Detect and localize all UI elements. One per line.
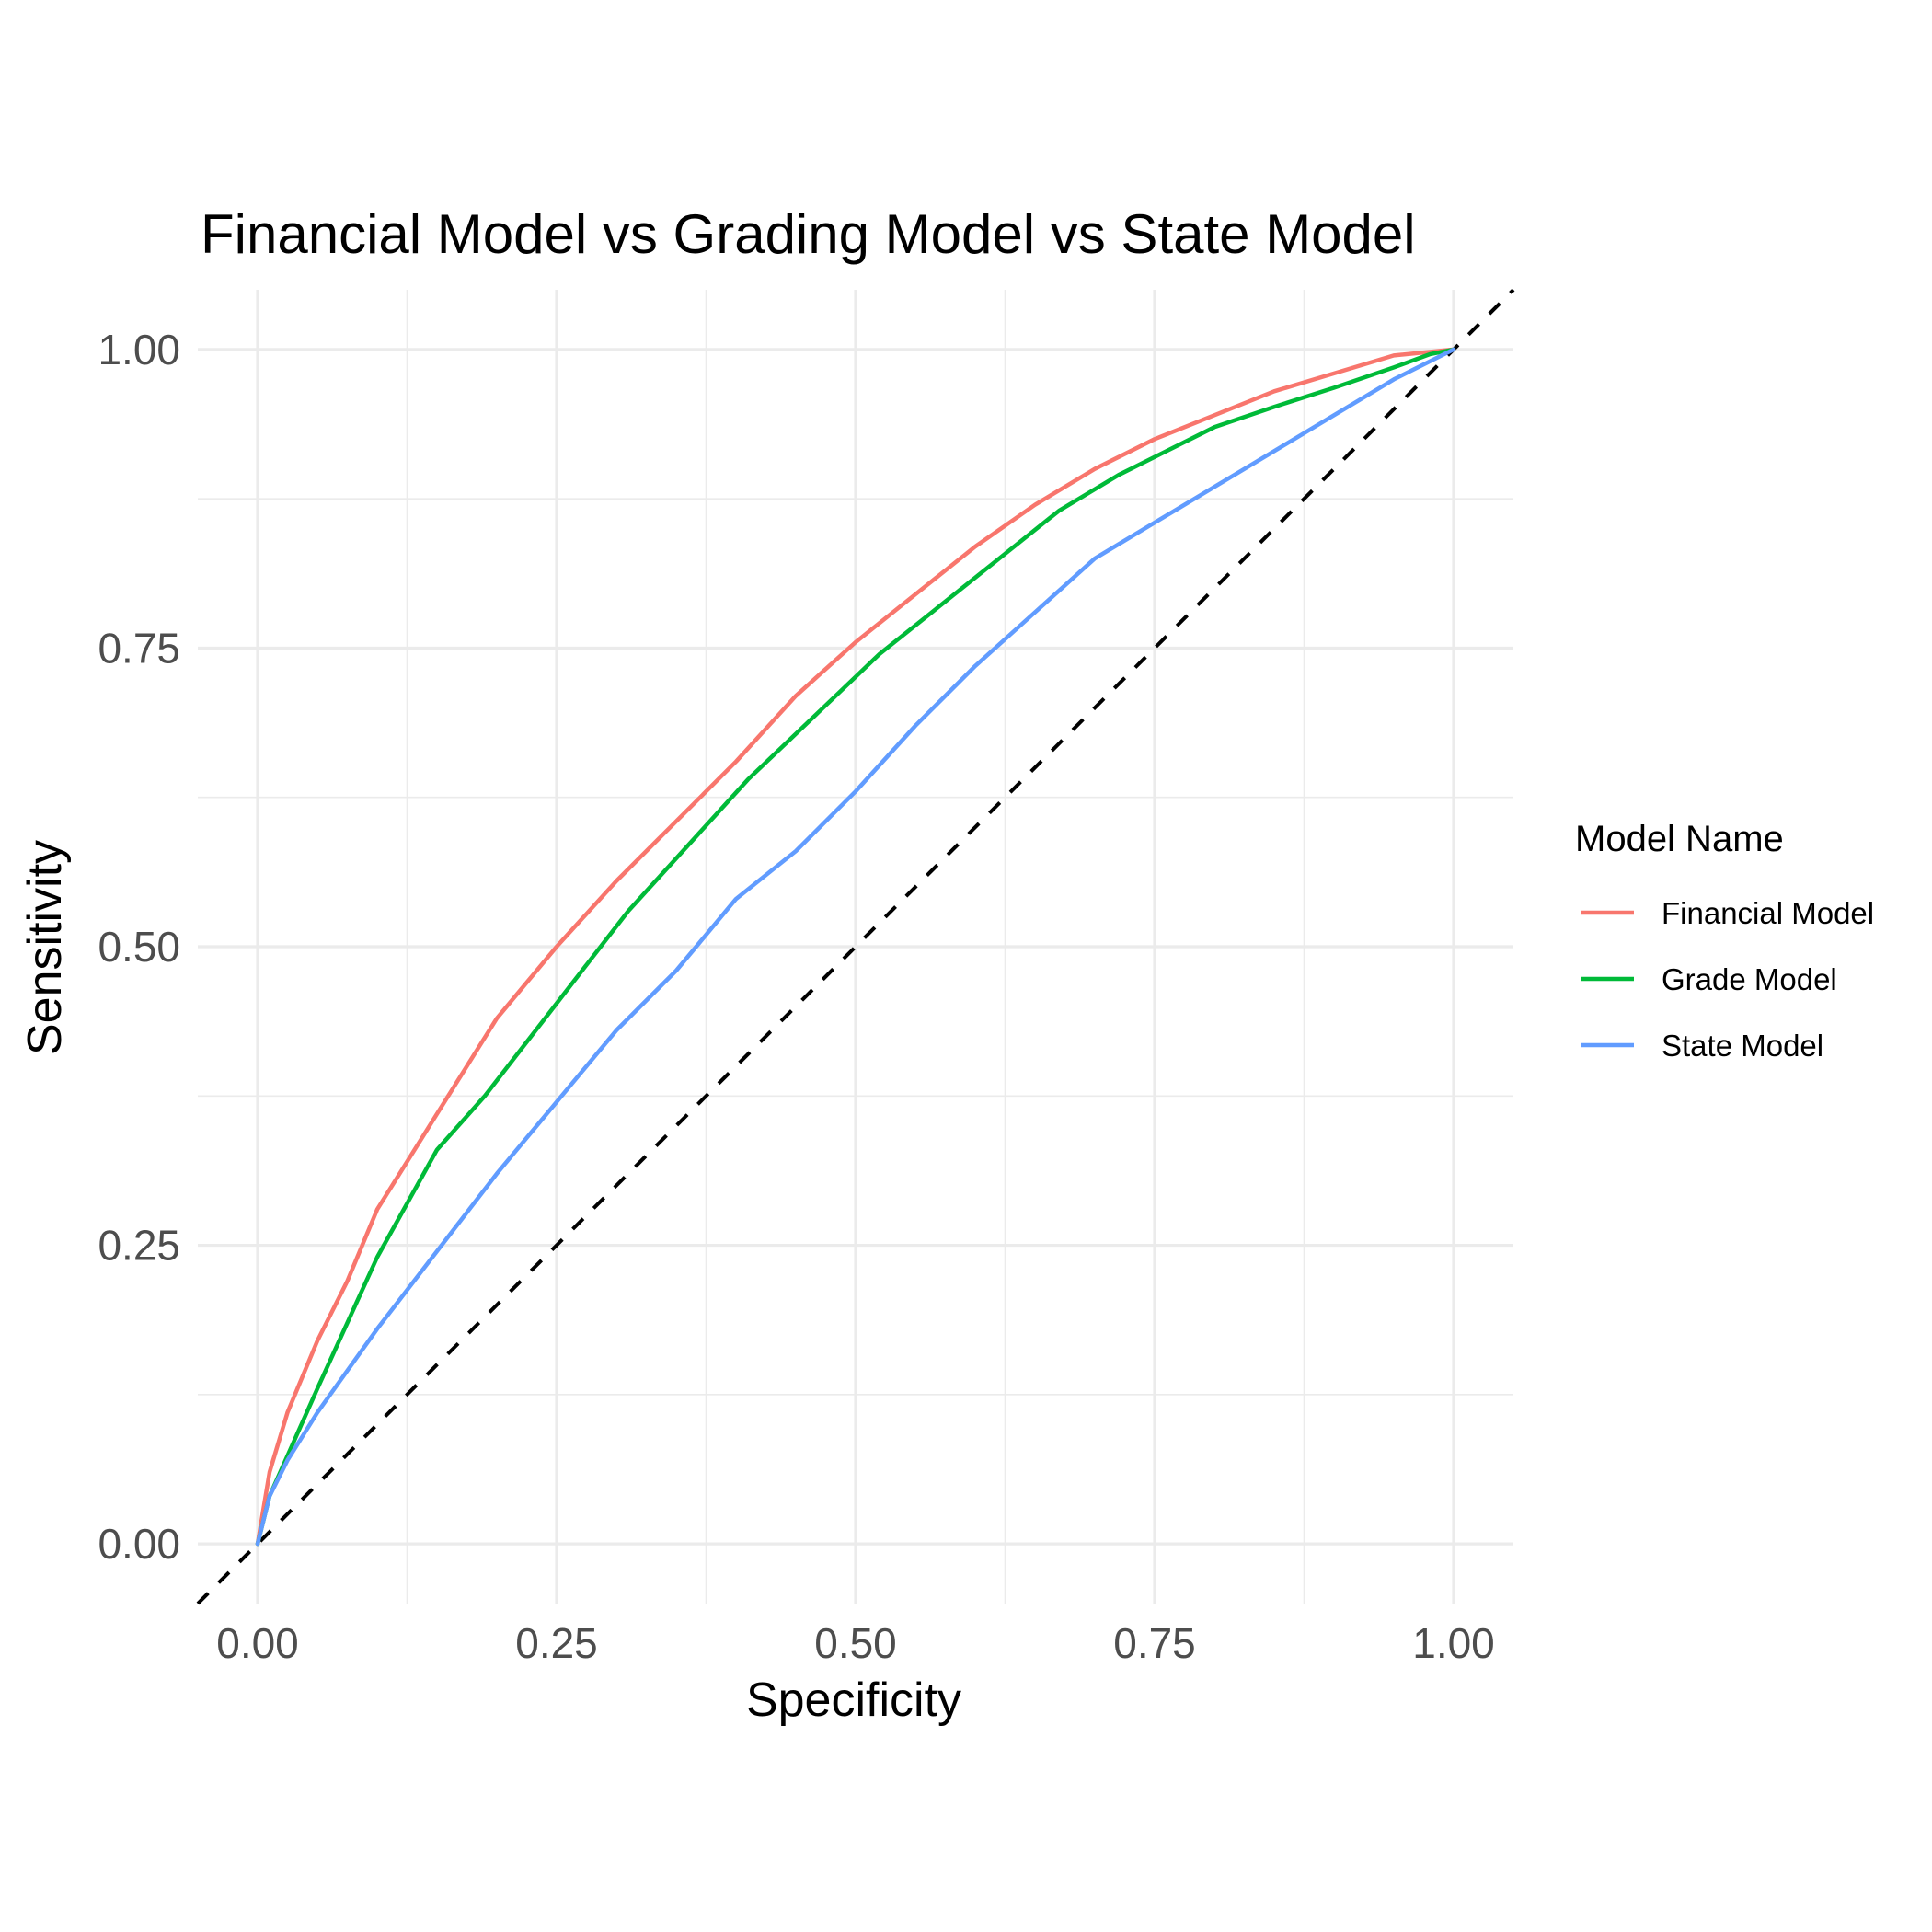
series-line-financial-model (255, 347, 1456, 1547)
grid (198, 290, 1513, 1604)
x-tick-label: 0.00 (216, 1619, 299, 1667)
y-tick-label: 1.00 (98, 326, 180, 374)
x-tick-label: 0.25 (515, 1619, 598, 1667)
legend-label: Grade Model (1662, 962, 1837, 996)
legend-label: State Model (1662, 1029, 1823, 1063)
legend-title: Model Name (1575, 819, 1784, 859)
legend-item-grade-model: Grade Model (1581, 962, 1837, 996)
legend-item-state-model: State Model (1581, 1029, 1823, 1063)
y-tick-label: 0.75 (98, 624, 180, 672)
x-tick-label: 1.00 (1412, 1619, 1495, 1667)
series-line-state-model (255, 347, 1456, 1547)
y-axis-ticks: 0.00 0.25 0.50 0.75 1.00 (98, 326, 180, 1568)
legend-items: Financial Model Grade Model State Model (1581, 896, 1874, 1063)
series-lines (255, 347, 1456, 1547)
x-axis-title: Specificity (746, 1673, 961, 1727)
x-tick-label: 0.50 (814, 1619, 897, 1667)
y-tick-label: 0.25 (98, 1222, 180, 1270)
x-tick-label: 0.75 (1113, 1619, 1196, 1667)
legend-label: Financial Model (1662, 896, 1874, 930)
chart-title: Financial Model vs Grading Model vs Stat… (201, 203, 1416, 265)
y-tick-label: 0.50 (98, 923, 180, 971)
x-axis-ticks: 0.00 0.25 0.50 0.75 1.00 (216, 1619, 1495, 1667)
y-axis-title: Sensitivity (18, 840, 72, 1055)
series-line-grade-model (255, 347, 1456, 1547)
legend: Model Name Financial Model Grade Model Sta… (1575, 819, 1874, 1063)
legend-item-financial-model: Financial Model (1581, 896, 1874, 930)
y-tick-label: 0.00 (98, 1520, 180, 1568)
